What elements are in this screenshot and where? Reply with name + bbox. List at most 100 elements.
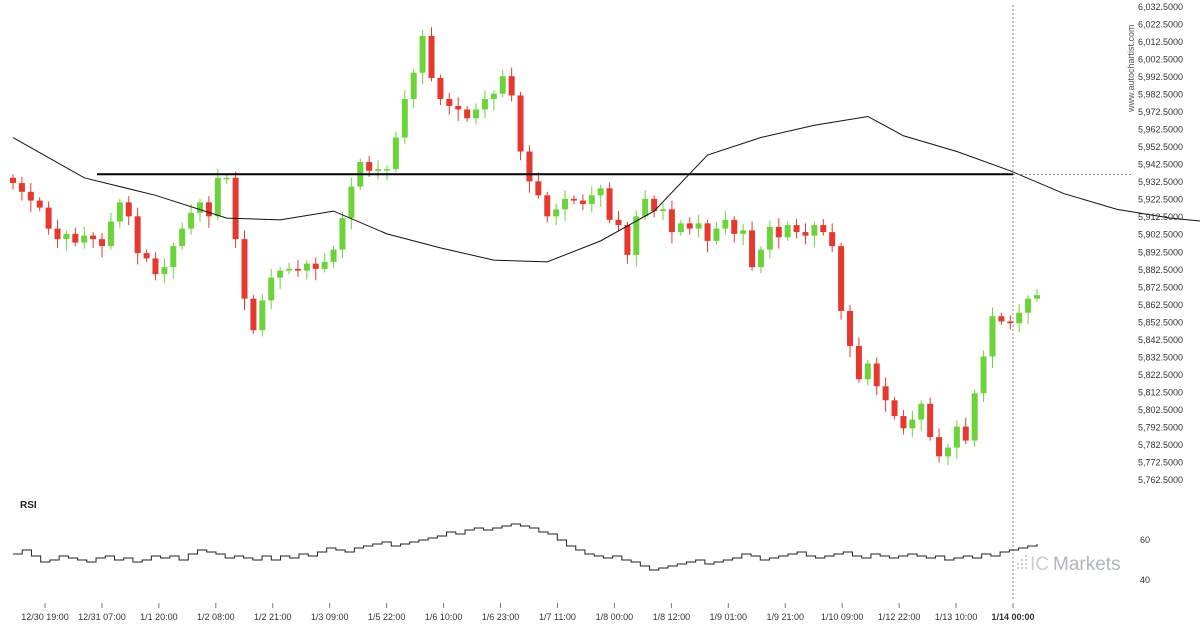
candle-body [544,195,551,217]
candle-body [170,246,177,268]
time-tick-label: 1/9 21:00 [766,612,804,622]
price-tick-label: 5,952.5000 [1138,142,1183,152]
time-tick-label: 1/14 00:00 [991,612,1034,622]
price-tick-label: 6,032.5000 [1138,2,1183,12]
candle-body [27,191,34,201]
time-tick-label: 1/5 22:00 [368,612,406,622]
candle-body [490,93,497,99]
candle-body [250,298,257,331]
candle-body [188,212,195,229]
candle-body [294,268,301,271]
candle-body [980,356,987,394]
time-tick-label: 1/8 00:00 [596,612,634,622]
price-tick-label: 5,782.5000 [1138,440,1183,450]
candle-body [446,98,453,106]
candle-body [535,181,542,196]
candle-body [588,195,595,205]
candle-body [526,151,533,182]
candle-body [695,223,702,229]
candle-body [740,230,747,234]
candle-body [125,202,132,217]
candle-body [731,219,738,234]
candle-body [45,207,52,229]
candle-body [286,268,293,271]
candle-body [722,219,729,229]
time-tick-label: 1/12 22:00 [878,612,921,622]
candle-body [437,77,444,99]
brand-icon [1017,555,1027,569]
candle-body [633,216,640,255]
candle-body [107,221,114,247]
time-tick-label: 12/31 07:00 [78,612,126,622]
price-tick-label: 5,902.5000 [1138,230,1183,240]
candle-body [811,225,818,236]
time-tick-label: 12/30 19:00 [21,612,69,622]
candle-body [873,363,880,387]
candle-body [847,310,854,346]
levels-layer [97,5,1132,600]
candle-body [802,232,809,236]
candle-body [259,300,266,331]
candle-body [330,249,337,262]
candle-body [321,261,328,269]
time-tick-label: 1/2 08:00 [197,612,235,622]
price-tick-label: 5,932.5000 [1138,177,1183,187]
price-tick-label: 5,942.5000 [1138,160,1183,170]
candle-body [455,105,462,110]
candle-body [829,232,836,247]
rsi-label: RSI [20,500,37,511]
candle-body [900,416,907,429]
candle-body [579,200,586,205]
candle-body [891,400,898,417]
price-tick-label: 6,022.5000 [1138,20,1183,30]
candle-body [1007,321,1014,324]
time-axis: 12/30 19:00 12/31 07:00 1/1 20:00 1/2 08:00… [21,603,1035,622]
candle-body [766,226,773,250]
candle-body [383,169,390,171]
price-tick-label: 5,872.5000 [1138,282,1183,292]
candle-body [303,263,310,271]
candle-body [820,225,827,233]
time-tick-label: 1/9 01:00 [710,612,748,622]
candle-body [962,426,969,441]
candle-body [704,223,711,241]
candle-body [473,109,480,119]
candle-body [651,198,658,212]
candle-body [152,258,159,275]
candle-body [749,230,756,268]
price-tick-label: 5,912.5000 [1138,212,1183,222]
candle-body [419,35,426,73]
time-tick-label: 1/2 21:00 [254,612,292,622]
price-tick-label: 5,922.5000 [1138,195,1183,205]
candle-body [882,386,889,401]
candle-body [793,225,800,233]
candle-body [72,233,79,243]
price-tick-label: 5,762.5000 [1138,475,1183,485]
candle-body [196,202,203,213]
candle-body [864,363,871,380]
candle-body [606,188,613,220]
candle-body [553,209,560,217]
price-tick-label: 5,992.5000 [1138,72,1183,82]
candle-body [1016,312,1023,324]
candle-body [223,177,230,180]
candle-body [1025,298,1032,313]
candle-body [855,345,862,380]
candle-body [54,228,61,240]
candle-body [214,177,221,217]
candle-body [597,188,604,196]
price-tick-label: 5,802.5000 [1138,405,1183,415]
price-tick-label: 6,012.5000 [1138,37,1183,47]
candle-body [757,249,764,268]
time-tick-label: 1/10 09:00 [821,612,864,622]
candle-body [570,198,577,201]
candle-body [179,228,186,247]
time-tick-label: 1/6 23:00 [482,612,520,622]
candle-body [401,98,408,138]
brand-name: Markets [1053,554,1121,575]
candle-body [713,228,720,241]
candle-body [410,72,417,99]
time-tick-label: 1/13 10:00 [935,612,978,622]
rsi-line [13,523,1038,571]
